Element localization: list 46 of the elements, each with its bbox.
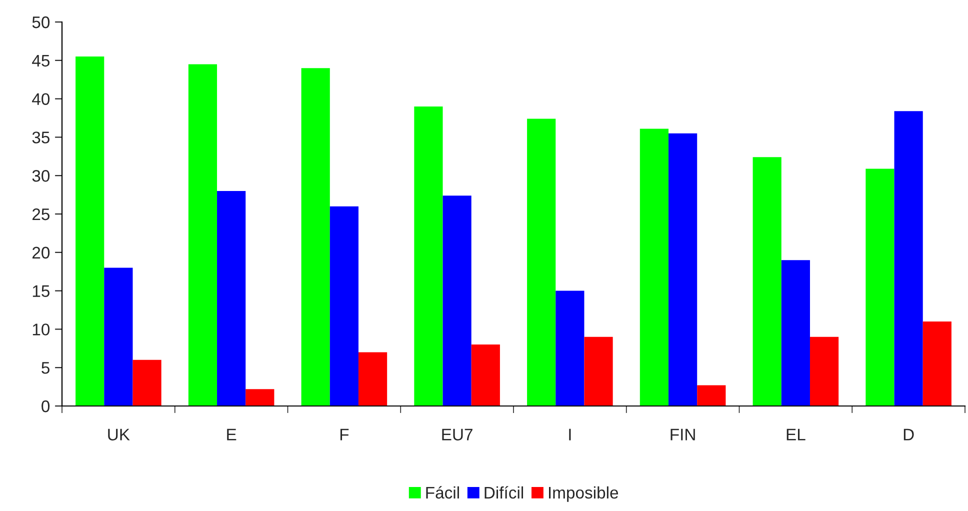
- y-tick-label: 10: [32, 324, 50, 336]
- bar: [330, 206, 358, 406]
- legend-label: Imposible: [549, 486, 618, 502]
- bar: [246, 389, 274, 406]
- bar: [556, 290, 584, 406]
- bar: [442, 196, 472, 406]
- bar: [301, 68, 330, 406]
- x-tick-label: EL: [786, 428, 806, 440]
- y-tick-label: 45: [32, 54, 50, 67]
- x-tick-label: D: [904, 428, 914, 440]
- bar: [188, 64, 218, 406]
- bar: [132, 360, 162, 406]
- bar: [527, 118, 556, 406]
- x-tick-label: UK: [108, 428, 130, 440]
- bar: [414, 106, 443, 406]
- y-tick-label: 5: [42, 362, 50, 374]
- bar: [752, 157, 782, 406]
- y-tick-label: 25: [32, 208, 50, 220]
- x-tick-label: I: [569, 428, 571, 440]
- y-tick-label: 40: [32, 93, 50, 106]
- y-tick-label: 30: [32, 170, 50, 182]
- bar: [894, 111, 923, 406]
- legend-label: Difícil: [484, 486, 524, 499]
- x-tick-label: FIN: [670, 428, 695, 440]
- bar: [922, 322, 952, 406]
- y-tick-label: 35: [32, 132, 50, 144]
- x-tick-label: F: [340, 428, 349, 440]
- bar: [584, 336, 613, 406]
- bar: [640, 128, 669, 406]
- y-tick-label: 20: [32, 246, 50, 259]
- bar: [76, 56, 104, 406]
- x-tick-label: E: [227, 428, 236, 440]
- bar: [471, 344, 500, 406]
- bar: [104, 268, 133, 406]
- bar: [668, 133, 698, 406]
- bar: [810, 336, 839, 406]
- x-tick-label: EU7: [442, 428, 472, 440]
- legend-label: Fácil: [426, 486, 459, 499]
- y-tick-label: 15: [32, 285, 50, 298]
- bar: [358, 352, 388, 406]
- bar: [217, 190, 246, 406]
- bar: [781, 260, 810, 406]
- bar: [866, 168, 894, 406]
- bar: [697, 385, 726, 406]
- y-tick-label: 50: [32, 16, 50, 28]
- y-tick-label: 0: [42, 400, 50, 412]
